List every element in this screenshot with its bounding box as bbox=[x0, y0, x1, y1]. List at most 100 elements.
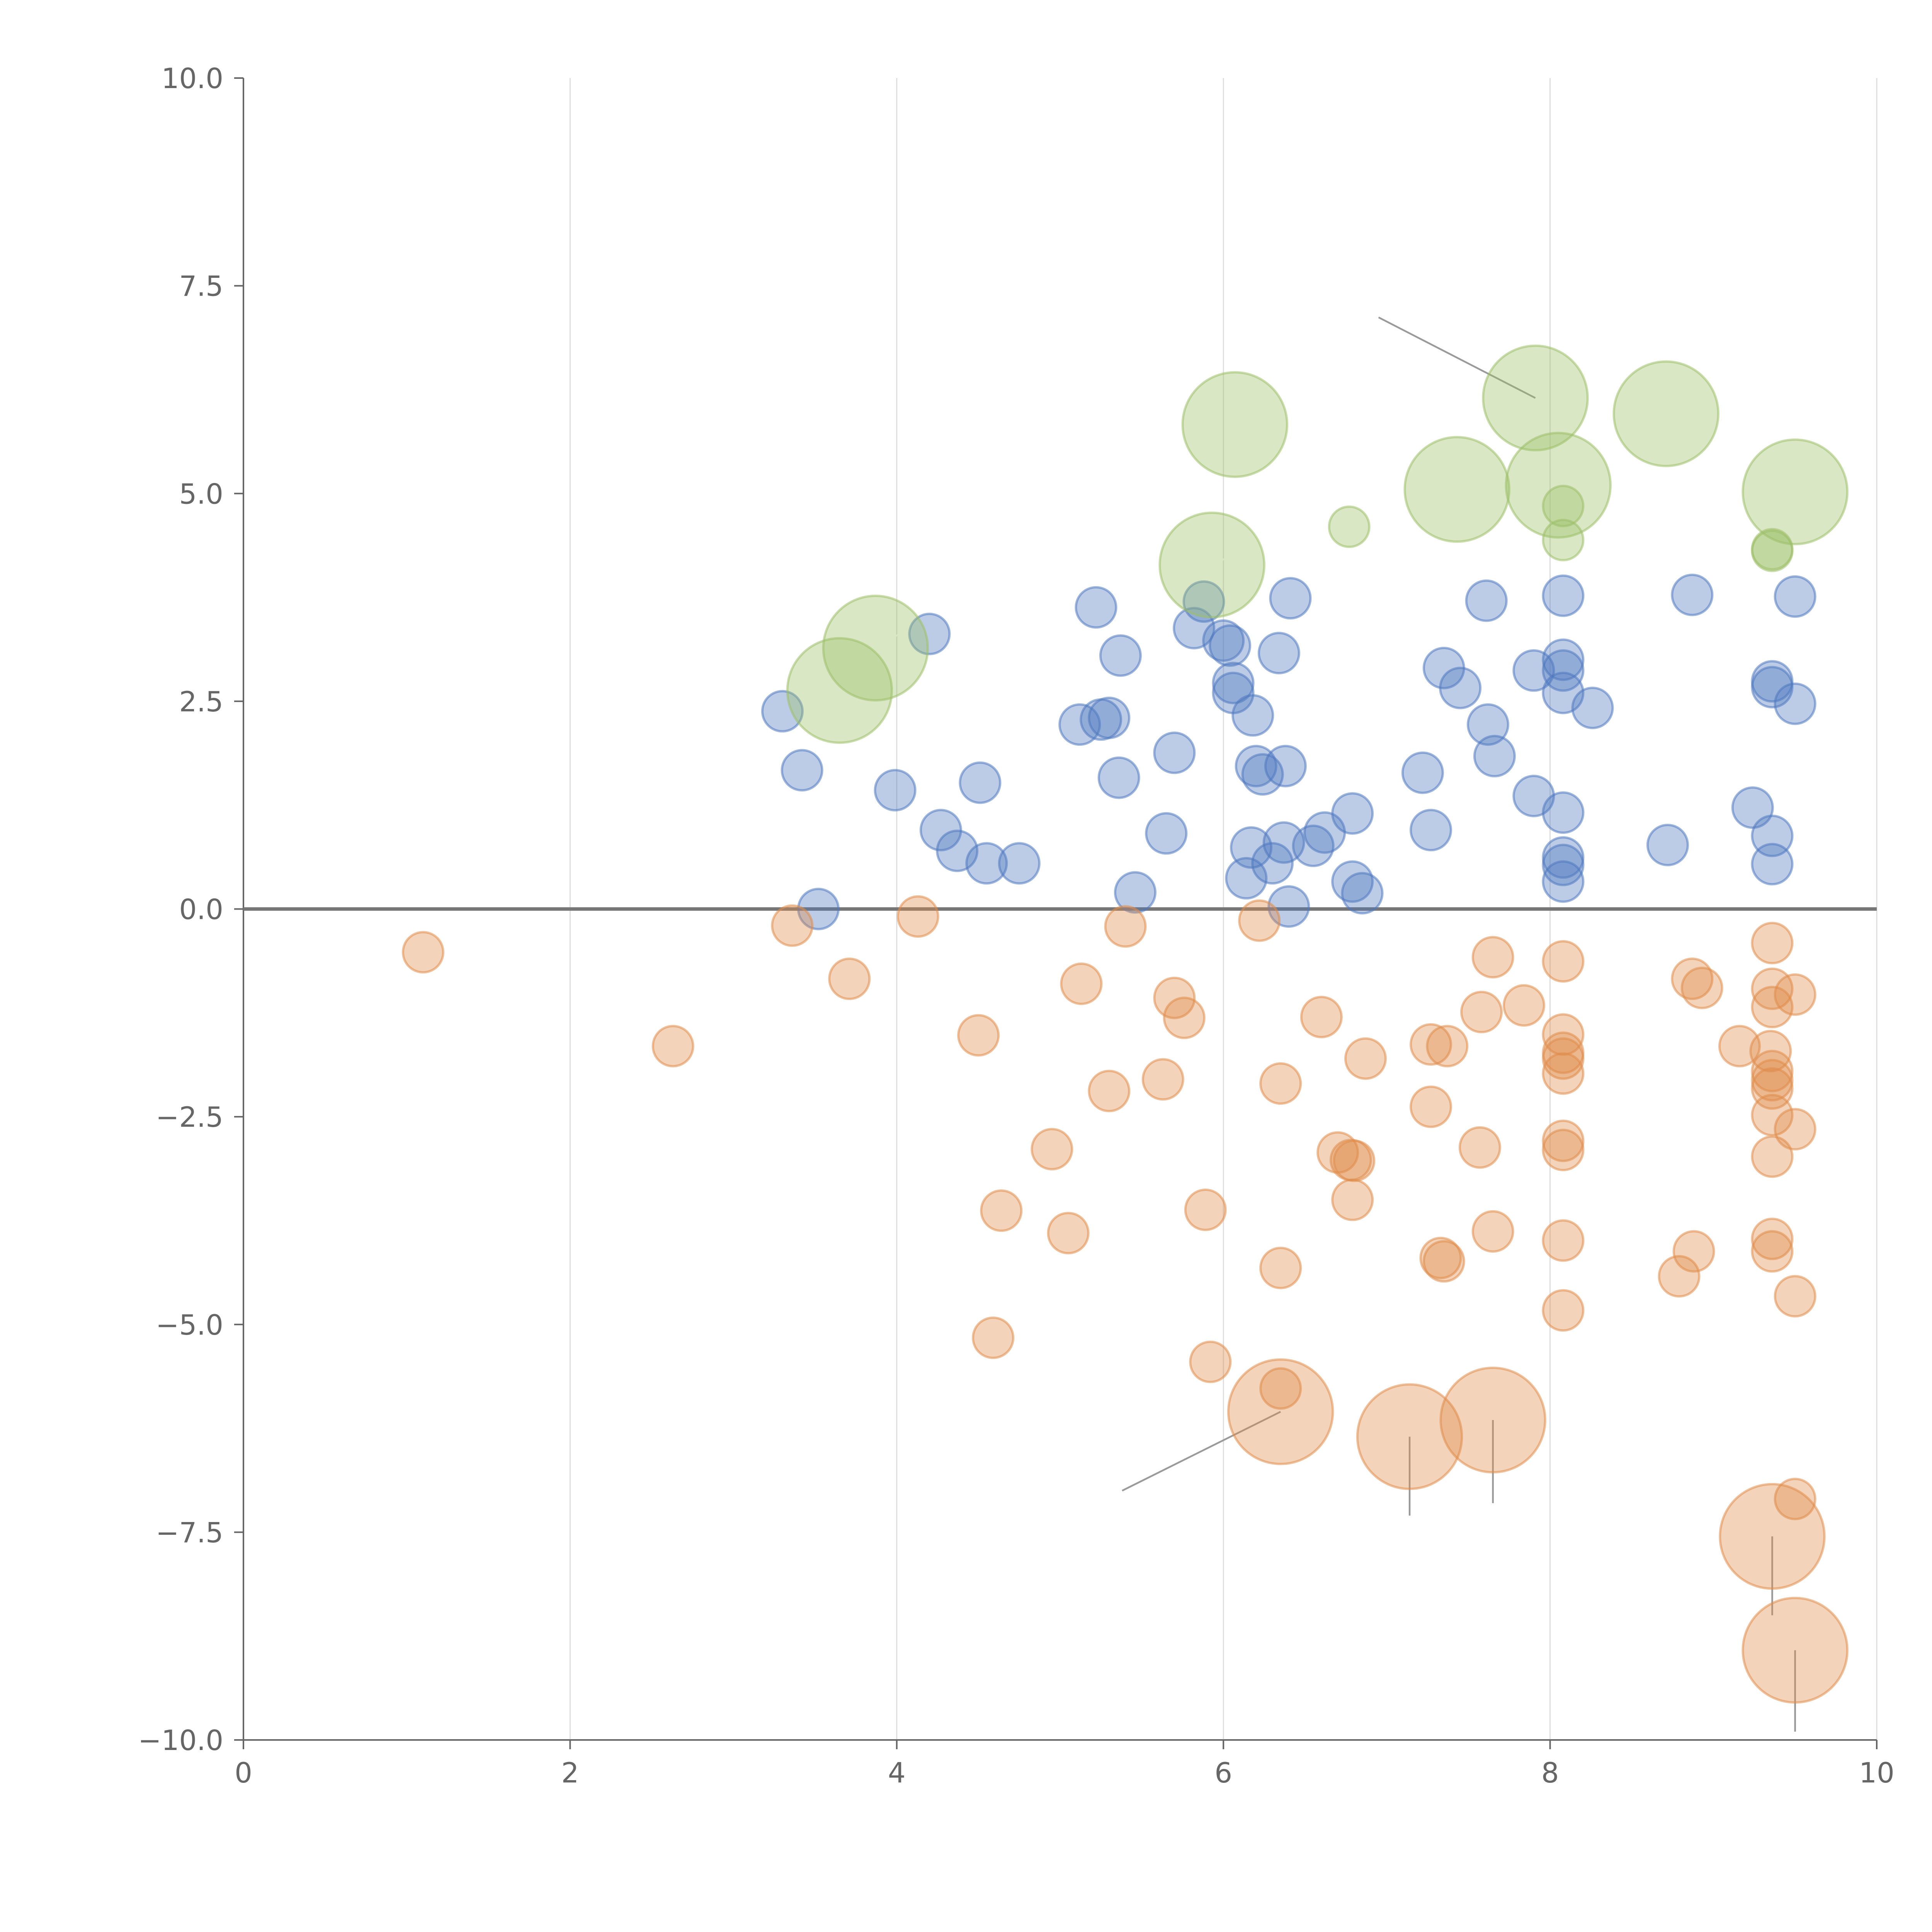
scatter-point-negative bbox=[1774, 1478, 1816, 1520]
scatter-point-highlight_negative bbox=[1719, 1483, 1826, 1590]
scatter-point-negative bbox=[1542, 1119, 1585, 1162]
scatter-point-highlight_positive bbox=[1505, 432, 1612, 539]
scatter-point-positive bbox=[1241, 753, 1284, 796]
scatter-point-highlight_positive bbox=[1612, 360, 1719, 468]
scatter-point-highlight_negative bbox=[1227, 1358, 1334, 1465]
scatter-point-negative bbox=[980, 1189, 1023, 1232]
scatter-point-positive bbox=[1231, 694, 1274, 737]
x-tick-label: 0 bbox=[235, 1757, 252, 1789]
annotation-leader-line bbox=[1122, 1411, 1281, 1492]
scatter-point-negative bbox=[1088, 1070, 1131, 1112]
scatter-point-positive bbox=[1774, 575, 1816, 618]
scatter-point-positive bbox=[1331, 792, 1374, 835]
scatter-point-positive bbox=[781, 749, 823, 792]
scatter-point-positive bbox=[1097, 756, 1140, 799]
scatter-point-negative bbox=[1751, 1049, 1794, 1092]
scatter-point-negative bbox=[1774, 1275, 1816, 1318]
scatter-point-positive bbox=[1646, 823, 1689, 866]
scatter-point-negative bbox=[771, 904, 814, 947]
scatter-point-negative bbox=[1658, 1255, 1701, 1298]
y-tick-label: −7.5 bbox=[156, 1516, 223, 1549]
scatter-point-highlight_positive bbox=[1742, 438, 1849, 546]
scatter-point-negative bbox=[1672, 1230, 1715, 1273]
scatter-point-negative bbox=[1259, 1062, 1302, 1105]
tick-label-layer: 10.0 7.5 5.0 2.5 0.0 −2.5 −5.0 −7.5 −10.0 0 2 4 6 8 10 bbox=[138, 62, 1894, 1789]
scatter-point-positive bbox=[874, 769, 917, 811]
scatter-point-negative bbox=[1153, 976, 1196, 1019]
scatter-point-positive bbox=[1212, 662, 1255, 704]
y-tick-label: −2.5 bbox=[156, 1101, 223, 1133]
y-tick-label: −10.0 bbox=[138, 1724, 223, 1757]
scatter-point-positive bbox=[1099, 634, 1142, 677]
scatter-point-highlight_positive_small bbox=[1542, 485, 1585, 527]
x-tick-label: 4 bbox=[888, 1757, 906, 1789]
annotation-leader-line bbox=[1211, 547, 1248, 566]
scatter-point-negative bbox=[1060, 963, 1103, 1005]
scatter-point-highlight_positive bbox=[822, 595, 929, 702]
scatter-point-positive bbox=[998, 842, 1041, 885]
scatter-point-highlight_positive_small bbox=[1751, 528, 1794, 571]
scatter-point-positive bbox=[1153, 731, 1196, 774]
y-tick-label: 0.0 bbox=[179, 893, 223, 926]
scatter-point-highlight_negative bbox=[1439, 1366, 1546, 1474]
scatter-point-positive bbox=[797, 888, 840, 930]
scatter-point-positive bbox=[1542, 860, 1585, 903]
scatter-point-positive bbox=[1235, 745, 1277, 787]
y-tick-label: 2.5 bbox=[179, 685, 223, 718]
scatter-point-highlight_positive bbox=[1158, 511, 1265, 619]
scatter-point-negative bbox=[1542, 1037, 1585, 1080]
scatter-point-positive bbox=[1473, 735, 1516, 777]
scatter-point-negative bbox=[1774, 973, 1816, 1016]
scatter-point-negative bbox=[1680, 966, 1723, 1009]
scatter-point-negative bbox=[1774, 1108, 1816, 1151]
scatter-point-negative bbox=[1163, 997, 1206, 1039]
scatter-point-highlight_positive bbox=[1403, 436, 1510, 543]
scatter-point-negative bbox=[1331, 1179, 1374, 1221]
scatter-point-highlight_positive_small bbox=[1328, 505, 1371, 548]
scatter-point-negative bbox=[1410, 1085, 1452, 1128]
scatter-point-negative bbox=[1426, 1025, 1469, 1068]
scatter-point-positive bbox=[1269, 577, 1312, 620]
scatter-point-positive bbox=[1264, 745, 1307, 787]
scatter-point-negative bbox=[401, 931, 444, 974]
scatter-point-negative bbox=[1333, 1139, 1376, 1182]
annotation-leader-line bbox=[1378, 316, 1536, 399]
scatter-point-negative bbox=[1141, 1058, 1184, 1101]
scatter-point-positive bbox=[1466, 703, 1509, 746]
annotation-leader-line bbox=[875, 630, 906, 649]
scatter-point-positive bbox=[1542, 649, 1585, 692]
scatter-point-positive bbox=[1341, 872, 1384, 915]
scatter-point-positive bbox=[1182, 580, 1225, 623]
scatter-point-negative bbox=[1300, 996, 1343, 1039]
scatter-point-negative bbox=[1238, 899, 1281, 942]
x-tick-label: 8 bbox=[1541, 1757, 1559, 1789]
annotation-leader-line bbox=[1557, 447, 1576, 486]
scatter-point-positive bbox=[1542, 574, 1585, 617]
scatter-point-negative bbox=[1259, 1247, 1302, 1289]
scatter-point-negative bbox=[1718, 1025, 1761, 1068]
scatter-point-positive bbox=[1439, 667, 1482, 709]
scatter-point-negative bbox=[1047, 1212, 1090, 1255]
scatter-point-negative bbox=[1542, 1289, 1585, 1332]
scatter-point-positive bbox=[1114, 871, 1156, 914]
scatter-point-positive bbox=[1751, 666, 1794, 709]
scatter-point-negative bbox=[1104, 905, 1147, 948]
x-tick-label: 2 bbox=[561, 1757, 579, 1789]
scatter-point-negative bbox=[1751, 1230, 1794, 1273]
scatter-point-negative bbox=[1410, 1023, 1452, 1066]
scatter-point-negative bbox=[957, 1014, 1000, 1057]
y-tick-label: 7.5 bbox=[179, 270, 223, 303]
scatter-point-negative bbox=[651, 1025, 694, 1068]
scatter-point-positive bbox=[1401, 751, 1444, 794]
scatter-point-positive bbox=[1225, 857, 1268, 900]
scatter-point-positive bbox=[1257, 632, 1300, 675]
scatter-point-positive bbox=[1671, 573, 1714, 616]
leader-layer bbox=[875, 316, 1796, 1732]
scatter-point-positive bbox=[1571, 687, 1614, 730]
scatter-point-negative bbox=[1419, 1236, 1462, 1279]
scatter-point-negative bbox=[972, 1316, 1015, 1359]
scatter-point-positive bbox=[1542, 791, 1585, 834]
scatter-point-positive bbox=[1230, 826, 1273, 869]
scatter-point-positive bbox=[1088, 696, 1131, 739]
